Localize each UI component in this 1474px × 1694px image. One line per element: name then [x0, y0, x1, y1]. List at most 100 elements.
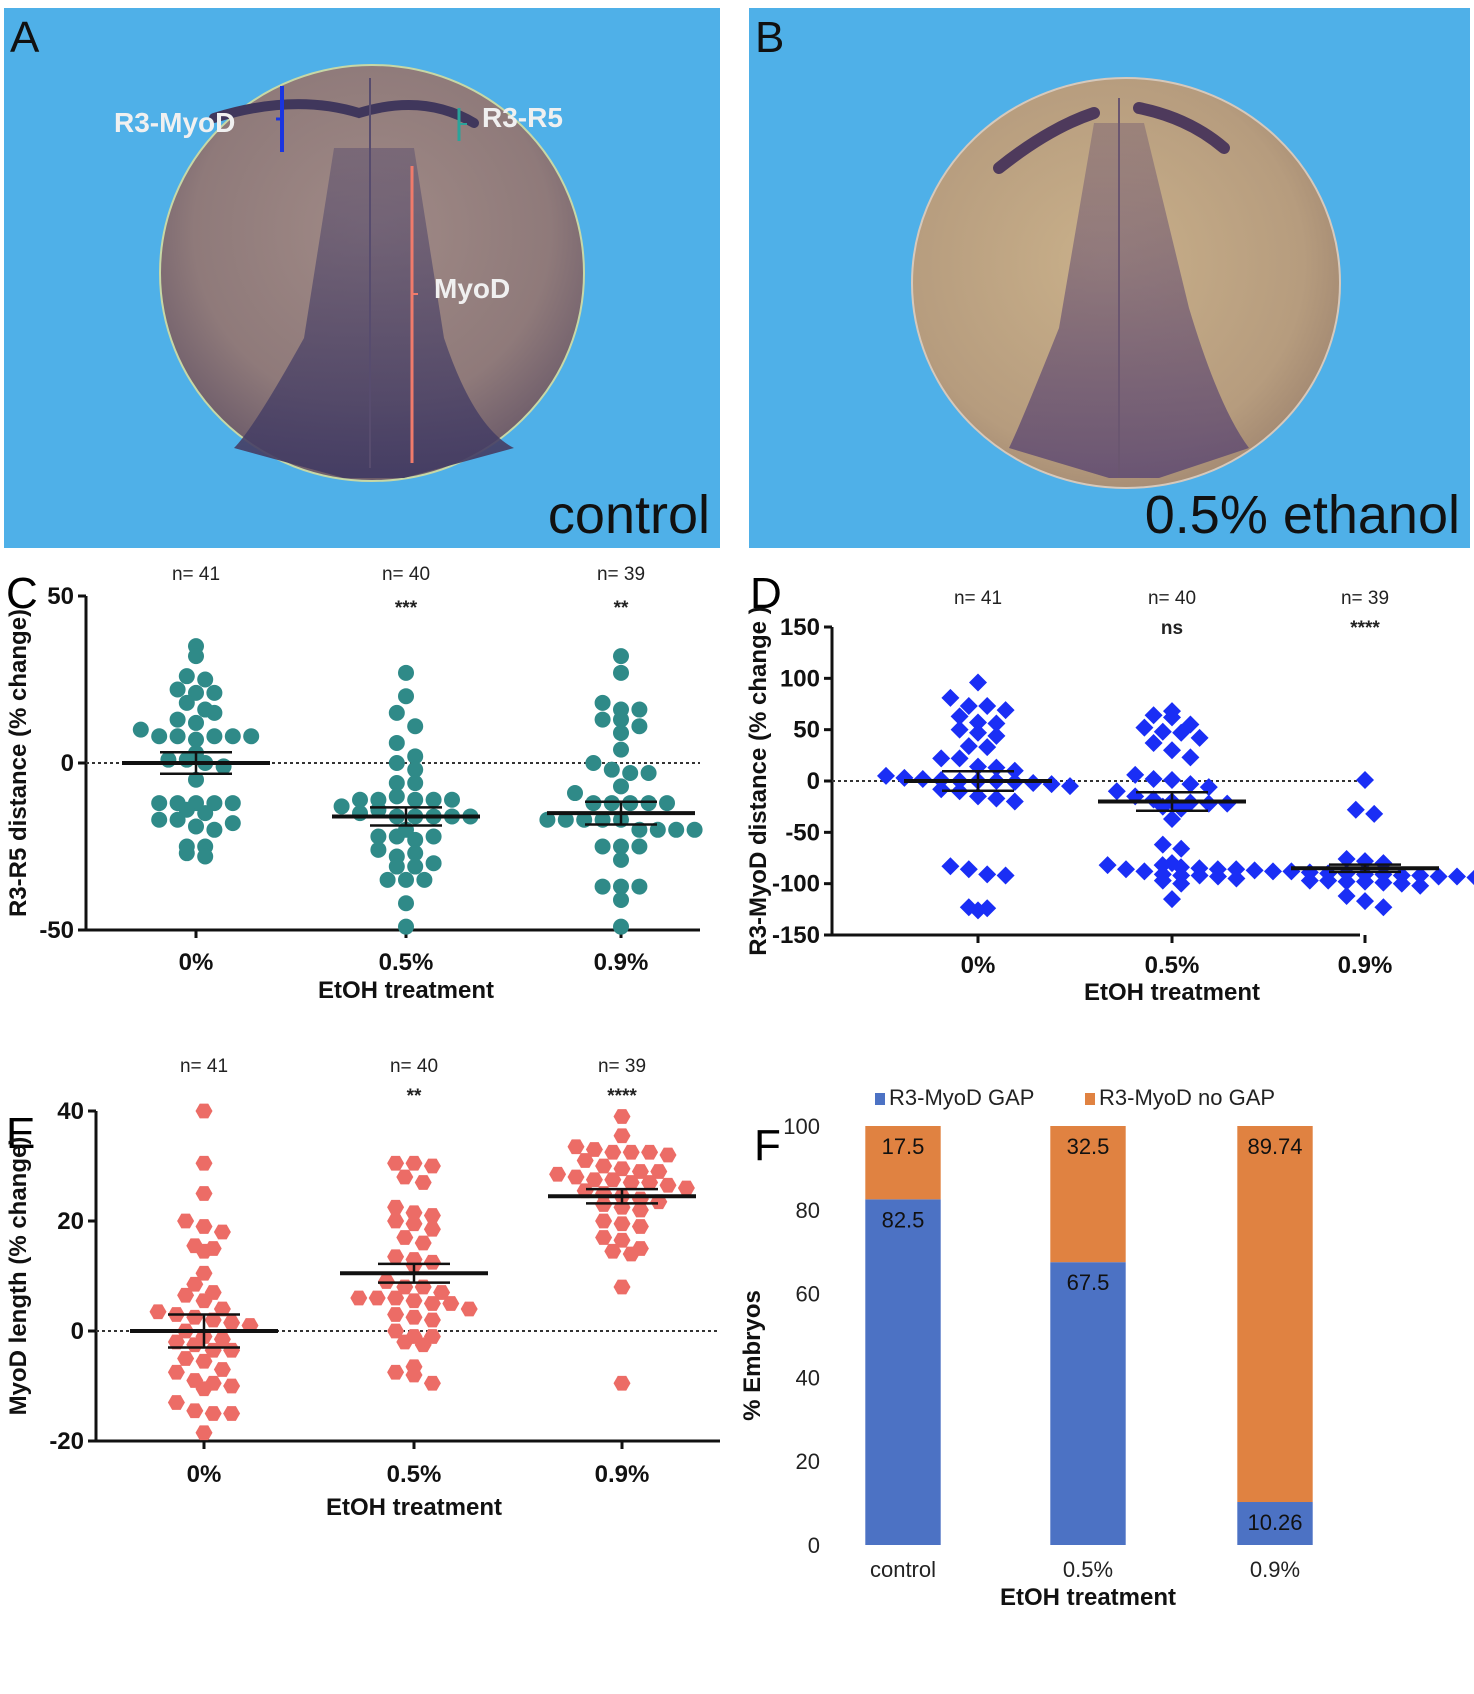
data-point-hexagon [387, 1364, 405, 1380]
data-point-diamond [1356, 770, 1374, 789]
data-point-hexagon [613, 1109, 631, 1124]
data-point-hexagon [396, 1169, 414, 1185]
data-point-circle [407, 831, 424, 848]
data-point-hexagon [576, 1153, 594, 1168]
data-point-hexagon [414, 1235, 432, 1251]
data-point-hexagon [423, 1221, 441, 1237]
data-point-hexagon [186, 1276, 204, 1292]
data-point-hexagon [195, 1155, 213, 1171]
data-point-hexagon [442, 1296, 460, 1311]
data-point-hexagon [223, 1315, 241, 1331]
data-point-hexagon [423, 1375, 441, 1391]
data-point-hexagon [387, 1249, 405, 1265]
y-tick-label: 20 [796, 1449, 820, 1474]
data-point-diamond [941, 857, 960, 876]
data-point-hexagon [659, 1177, 677, 1193]
data-point-diamond [1337, 886, 1356, 905]
r3-stripe-left [993, 107, 1100, 174]
data-point-diamond [1429, 867, 1448, 886]
data-point-circle [178, 694, 195, 711]
data-point-hexagon [195, 1265, 213, 1281]
data-point-circle [649, 821, 666, 838]
y-tick-label: 100 [783, 1114, 820, 1139]
data-point-diamond [1005, 761, 1024, 780]
data-point-hexagon [613, 1232, 631, 1248]
panel-letter-d: D [750, 569, 782, 618]
y-tick-label: 60 [796, 1282, 820, 1307]
r3-stripe [209, 99, 479, 128]
bar-value-label: 10.26 [1247, 1510, 1302, 1535]
data-point-hexagon [195, 1425, 213, 1441]
data-point-diamond [1163, 708, 1181, 727]
data-point-circle [398, 664, 414, 681]
data-point-diamond [1181, 775, 1200, 794]
data-point-circle [370, 841, 387, 858]
bar-chart-f: F 0 20 40 60 80 100 % Embryos EtOH treatment R3-… [739, 1085, 1313, 1611]
data-point-diamond [1163, 890, 1181, 909]
data-point-diamond [950, 749, 969, 768]
data-point-hexagon [659, 1147, 677, 1163]
data-point-hexagon [613, 1216, 631, 1232]
panel-b-caption: 0.5% ethanol [1144, 485, 1460, 546]
data-point-hexagon [177, 1213, 195, 1229]
x-tick-label: 0.5% [1145, 952, 1200, 979]
data-point-circle [398, 918, 414, 935]
data-point-hexagon [186, 1403, 204, 1419]
sample-size-label: n= 40 [1148, 588, 1196, 609]
label-myod: MyoD [434, 273, 510, 304]
data-point-circle [613, 878, 629, 895]
data-point-hexagon [223, 1406, 241, 1421]
sample-size-label: n= 41 [180, 1056, 228, 1077]
x-axis-title: EtOH treatment [318, 977, 494, 1004]
bar-value-label: 89.74 [1247, 1134, 1302, 1159]
data-point-diamond [1199, 794, 1218, 813]
legend-label: R3-MyoD no GAP [1099, 1085, 1275, 1110]
data-point-circle [425, 828, 442, 845]
data-point-hexagon [604, 1243, 622, 1259]
scatter-chart-e: E -20 0 20 40 MyoD length (% change) EtOH tre… [5, 1056, 720, 1521]
x-tick-label: 0.9% [1250, 1557, 1300, 1582]
bar-segment-no-gap [1237, 1126, 1313, 1503]
data-point-circle [206, 684, 223, 701]
data-point-diamond [1172, 858, 1190, 877]
data-point-circle [206, 821, 223, 838]
data-point-diamond [1172, 839, 1191, 858]
data-point-diamond [1107, 782, 1126, 801]
data-point-diamond [950, 707, 969, 726]
sample-size-label: n= 40 [390, 1056, 438, 1077]
legend-swatch [1085, 1093, 1095, 1105]
data-point-diamond [1153, 871, 1172, 890]
data-point-diamond [1208, 860, 1227, 879]
data-point-diamond [1144, 706, 1163, 725]
y-axis-title: R3-MyoD distance (% change ) [745, 606, 772, 955]
data-point-hexagon [387, 1199, 405, 1215]
data-point-diamond [987, 789, 1006, 808]
data-point-circle [151, 728, 168, 745]
panel-a-control-embryo-photo: R3-MyoD R3-R5 MyoD A control [4, 8, 720, 548]
data-point-circle [178, 845, 195, 862]
data-point-circle [243, 728, 260, 745]
data-point-diamond [959, 898, 978, 917]
data-point-diamond [996, 701, 1015, 720]
data-point-circle [631, 821, 648, 838]
data-point-diamond [969, 901, 987, 920]
data-point-hexagon [387, 1213, 405, 1229]
data-point-hexagon [177, 1351, 195, 1366]
data-point-hexagon [595, 1213, 613, 1229]
data-point-hexagon [585, 1142, 603, 1157]
data-point-circle [640, 795, 657, 812]
data-point-hexagon [387, 1307, 405, 1322]
data-point-circle [370, 801, 387, 818]
x-axis-title: EtOH treatment [1084, 979, 1260, 1006]
data-point-circle [197, 671, 214, 688]
data-point-hexagon [433, 1285, 451, 1300]
data-point-circle [407, 761, 424, 778]
embryo-neural-plate [1009, 123, 1249, 478]
data-point-hexagon [167, 1395, 185, 1410]
data-point-circle [215, 758, 232, 775]
sample-size-label: n= 41 [172, 564, 220, 585]
data-point-diamond [1300, 871, 1319, 890]
data-point-circle [594, 694, 611, 711]
data-point-circle [613, 664, 629, 681]
scatter-chart-d: D -150 -100 -50 0 50 100 150 R3-MyoD distance (… [745, 569, 1474, 1006]
